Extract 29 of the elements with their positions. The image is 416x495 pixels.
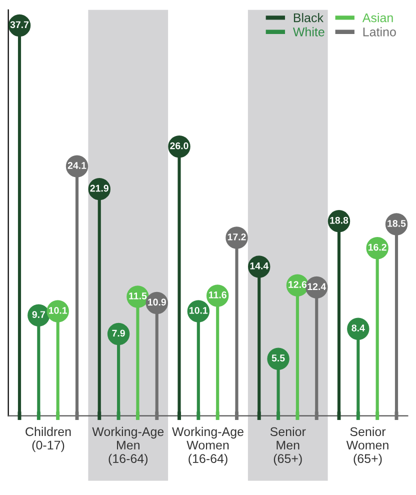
x-tick-label: Working-Age Men (16-64) xyxy=(92,426,164,466)
data-label: 5.5 xyxy=(272,354,285,362)
data-label: 7.9 xyxy=(112,330,125,337)
x-tick-label: Children (0-17) xyxy=(26,426,71,452)
legend-label: Latino xyxy=(363,27,396,36)
data-label: 18.8 xyxy=(330,216,348,224)
legend-label: White xyxy=(292,27,324,36)
data-label: 8.4 xyxy=(352,324,365,332)
data-label: 21.9 xyxy=(90,184,108,192)
data-label: 12.4 xyxy=(308,283,326,290)
data-label: 26.0 xyxy=(170,142,188,150)
data-label: 9.7 xyxy=(32,311,45,318)
x-tick-label: Senior Men (65+) xyxy=(270,426,306,466)
data-label: 11.6 xyxy=(209,291,226,298)
data-label: 11.5 xyxy=(129,292,147,300)
x-tick-label: Senior Women (65+) xyxy=(346,426,388,466)
data-label: 12.6 xyxy=(288,281,307,288)
data-label: 37.7 xyxy=(10,21,29,28)
data-label: 10.9 xyxy=(148,298,166,306)
data-label: 17.2 xyxy=(228,233,246,240)
data-label: 10.1 xyxy=(48,306,68,314)
data-label: 18.5 xyxy=(388,220,406,227)
data-label: 16.2 xyxy=(368,244,386,251)
data-label: 14.4 xyxy=(250,262,269,270)
x-tick-label: Working-Age Women (16-64) xyxy=(172,426,244,466)
legend-label: Asian xyxy=(362,13,393,22)
data-label: 10.1 xyxy=(190,306,208,314)
data-label: 24.1 xyxy=(68,162,86,169)
legend-label: Black xyxy=(294,13,324,22)
